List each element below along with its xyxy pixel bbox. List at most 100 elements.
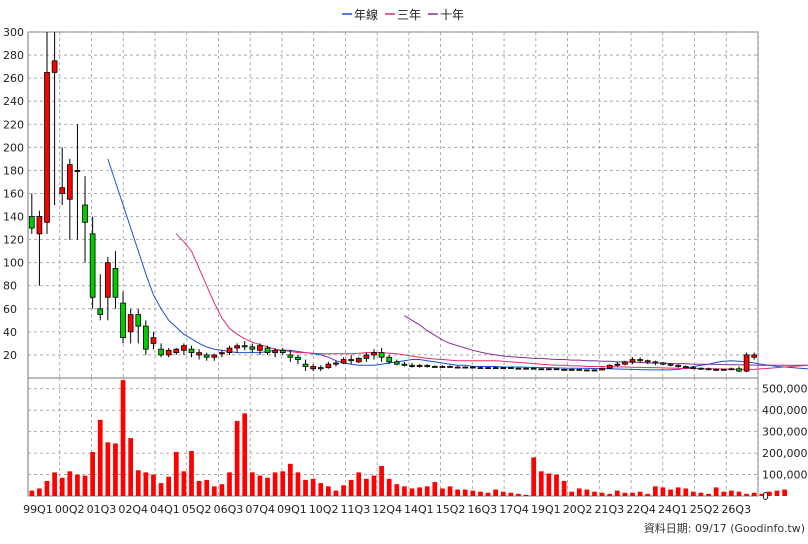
- candle-body: [470, 366, 476, 369]
- volume-bar: [280, 471, 286, 496]
- candle: [698, 367, 704, 370]
- x-tick-label: 21Q3: [594, 503, 624, 516]
- x-tick-label: 15Q2: [436, 503, 466, 516]
- volume-bar: [364, 478, 369, 496]
- candle: [188, 345, 195, 358]
- volume-bar: [470, 490, 476, 496]
- volume-bar: [158, 483, 164, 496]
- candle: [492, 367, 499, 370]
- volume-bar: [447, 486, 453, 496]
- candle: [36, 210, 43, 286]
- price-panel-grid: [27, 31, 759, 379]
- candle: [553, 368, 560, 371]
- volume-bar: [135, 470, 141, 496]
- candle: [226, 345, 233, 355]
- volume-bar: [698, 492, 704, 496]
- candle: [530, 367, 537, 370]
- candle: [751, 352, 758, 360]
- candle-body: [158, 348, 164, 356]
- candle-body: [340, 359, 347, 364]
- volume-bar: [485, 492, 491, 496]
- x-tick-label: 12Q4: [372, 503, 402, 516]
- candle: [447, 365, 453, 368]
- volume-bar: [189, 450, 194, 496]
- x-tick-label: 00Q2: [55, 503, 85, 516]
- ma-line-0: [107, 158, 808, 371]
- volume-bar: [173, 452, 179, 496]
- volume-bar: [82, 475, 88, 496]
- candle: [477, 366, 484, 370]
- volume-tick-label: 400,000: [762, 404, 808, 417]
- candle: [234, 343, 240, 353]
- chart-legend: 年線 三年 十年: [342, 7, 464, 22]
- price-tick-label: 80: [3, 280, 17, 293]
- candle-body: [120, 302, 126, 339]
- candle: [690, 366, 697, 370]
- price-tick-label: 120: [3, 234, 24, 247]
- x-axis: 99Q1 00Q2 01Q3 02Q4 04Q1 05Q2 06Q3 07Q4 09Q1 10Q2…: [23, 503, 751, 516]
- volume-bar: [295, 472, 301, 496]
- volume-bar: [599, 492, 605, 496]
- volume-bar: [120, 380, 126, 496]
- candle-body: [576, 368, 583, 371]
- candle: [363, 352, 370, 362]
- candle-body: [523, 367, 529, 370]
- candle-body: [363, 354, 370, 359]
- volume-bar: [554, 474, 559, 496]
- candle: [713, 368, 720, 371]
- candle-body: [614, 363, 621, 366]
- candle-body: [82, 204, 88, 223]
- candle-body: [371, 352, 377, 356]
- candle-body: [287, 354, 294, 358]
- candle-body: [257, 345, 263, 351]
- candle-body: [59, 187, 66, 194]
- x-tick-label: 20Q2: [563, 503, 593, 516]
- candle: [576, 368, 583, 371]
- candle-body: [652, 361, 659, 364]
- volume-bar: [531, 457, 537, 496]
- price-tick-label: 280: [3, 49, 24, 62]
- volume-bar: [523, 494, 529, 496]
- volume-bar: [97, 419, 103, 496]
- candle: [462, 366, 469, 369]
- x-tick-label: 17Q4: [499, 503, 529, 516]
- candle: [409, 363, 415, 368]
- volume-bar: [29, 490, 35, 496]
- candle-body: [181, 345, 187, 351]
- candle-body: [409, 364, 415, 367]
- volume-bar: [782, 489, 787, 496]
- candle-body: [264, 347, 271, 354]
- legend-label-2: 十年: [440, 8, 464, 22]
- price-tick-label: 300: [3, 26, 24, 39]
- candle-body: [51, 60, 58, 73]
- volume-bar: [409, 488, 415, 496]
- candle: [44, 32, 50, 234]
- legend-label-1: 三年: [397, 8, 421, 22]
- candle: [568, 368, 575, 371]
- candle-body: [736, 368, 742, 372]
- volume-bar: [691, 491, 696, 496]
- candle: [203, 352, 210, 361]
- x-tick-label: 26Q3: [721, 503, 751, 516]
- candle: [348, 354, 355, 365]
- volume-bar: [59, 477, 65, 496]
- candle: [272, 348, 278, 358]
- price-tick-label: 60: [3, 303, 17, 316]
- candle-body: [538, 368, 545, 371]
- candle: [295, 354, 301, 365]
- volume-bar: [721, 491, 727, 496]
- candle: [515, 367, 522, 370]
- x-tick-label: 05Q2: [182, 503, 212, 516]
- volume-bar: [211, 486, 217, 496]
- candle-body: [226, 347, 233, 354]
- candle: [682, 365, 689, 369]
- price-tick-label: 260: [3, 72, 24, 85]
- x-tick-label: 22Q4: [626, 503, 656, 516]
- volume-bar: [204, 479, 210, 496]
- candle-body: [203, 354, 210, 358]
- volume-bar: [356, 472, 362, 496]
- volume-frame: [27, 377, 759, 497]
- volume-bar: [592, 491, 597, 496]
- volume-tick-label: 0: [762, 490, 769, 503]
